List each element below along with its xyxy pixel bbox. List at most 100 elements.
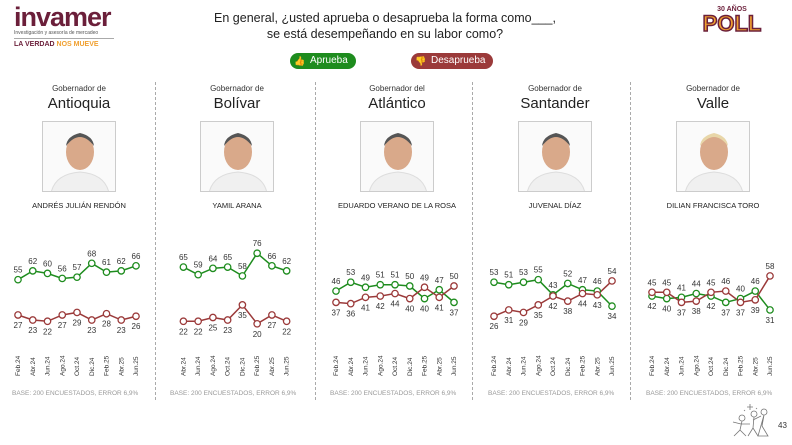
governor-name: DILIAN FRANCISCA TORO <box>666 201 760 210</box>
x-tick-label: Abr.24 <box>180 357 187 376</box>
disapprove-data-label: 22 <box>282 327 291 336</box>
disapprove-point <box>405 294 414 303</box>
disapprove-point <box>563 297 572 305</box>
x-tick-label: Feb.25 <box>104 355 111 376</box>
approve-data-label: 64 <box>208 254 217 263</box>
disapprove-point <box>253 319 262 328</box>
base-note: BASE: 200 ENCUESTADOS, ERROR 6,9% <box>12 390 139 397</box>
x-tick-label: Abr.25 <box>594 357 601 376</box>
x-tick-label: Feb.25 <box>422 355 429 376</box>
approve-data-label: 37 <box>450 308 459 317</box>
thumbs-up-icon: 👍 <box>294 56 306 66</box>
disapprove-point <box>662 288 671 297</box>
approve-data-label: 31 <box>766 316 775 325</box>
approve-data-label: 53 <box>490 268 499 277</box>
region-name: Santander <box>520 95 590 112</box>
x-tick-label: Feb.24 <box>333 355 340 376</box>
thumbs-down-icon: 👎 <box>415 56 427 66</box>
disapprove-data-label: 22 <box>194 327 203 336</box>
x-tick-label: Ago.24 <box>377 355 384 376</box>
approve-point <box>376 280 385 289</box>
disapprove-point <box>73 308 81 317</box>
legend-disapprove-label: Desaprueba <box>431 55 486 66</box>
disapprove-point <box>420 283 429 292</box>
x-tick-label: Ago.24 <box>693 355 700 376</box>
approval-line-chart: 42 40 41 44 42 37 40 46 31 45 45 37 38 45 46 37 39 58 Feb.… <box>646 262 775 397</box>
region-name: Antioquia <box>47 95 111 112</box>
governor-panel-bolívar: Gobernador de Bolívar YAMIL ARANA 65 59 64 6… <box>158 80 316 400</box>
panel-divider <box>472 82 473 400</box>
governor-prefix: Gobernador de <box>210 84 264 93</box>
disapprove-point <box>677 298 686 307</box>
disapprove-data-label: 39 <box>751 306 760 315</box>
legend-approve: 👍 Aprueba <box>290 53 356 69</box>
approve-point <box>73 273 81 282</box>
approve-data-label: 76 <box>253 239 262 248</box>
disapprove-point <box>578 289 587 298</box>
x-tick-label: Dic.24 <box>239 357 246 376</box>
disapprove-point <box>450 282 458 290</box>
disapprove-point <box>223 316 232 324</box>
disapprove-point <box>593 290 602 299</box>
approve-point <box>721 298 730 307</box>
base-note: BASE: 200 ENCUESTADOS, ERROR 6,9% <box>646 390 773 397</box>
disapprove-point <box>87 316 96 324</box>
disapprove-data-label: 58 <box>766 262 775 271</box>
panel-divider <box>155 82 156 400</box>
disapprove-data-label: 28 <box>102 320 111 329</box>
approve-data-label: 62 <box>28 257 37 266</box>
disapprove-point <box>751 296 760 304</box>
approve-data-label: 34 <box>608 312 617 321</box>
disapprove-data-label: 37 <box>332 308 341 317</box>
approve-point <box>238 272 247 280</box>
disapprove-data-label: 29 <box>73 318 82 327</box>
approve-data-label: 41 <box>677 283 686 292</box>
approve-point <box>223 263 232 271</box>
approve-point <box>132 261 140 270</box>
region-name: Valle <box>696 95 730 112</box>
x-tick-label: Jun.24 <box>45 356 52 376</box>
x-tick-label: Jun.25 <box>767 356 774 376</box>
disapprove-data-label: 36 <box>346 310 355 319</box>
disapprove-point <box>132 312 140 321</box>
approve-point <box>117 267 126 275</box>
approve-point <box>253 249 262 258</box>
disapprove-point <box>117 316 126 324</box>
approve-point <box>179 263 188 271</box>
approve-data-label: 50 <box>405 272 414 281</box>
disapprove-data-label: 42 <box>549 302 558 311</box>
approve-point <box>662 294 671 303</box>
x-tick-label: Jun.25 <box>451 356 458 376</box>
disapprove-point <box>58 311 67 319</box>
x-tick-label: Jun.25 <box>133 356 140 376</box>
logo-brand: invamer <box>14 2 112 32</box>
approve-data-label: 46 <box>751 277 760 286</box>
approve-point <box>391 280 399 289</box>
disapprove-data-label: 23 <box>223 326 232 335</box>
x-tick-label: Jun.24 <box>521 356 528 376</box>
x-tick-label: Abr.25 <box>752 357 759 376</box>
x-tick-label: Ago.24 <box>59 355 66 376</box>
disapprove-point <box>608 277 616 285</box>
tagline-a: LA VERDAD <box>14 41 55 48</box>
x-tick-label: Jun.24 <box>679 356 686 376</box>
disapprove-point <box>549 292 557 300</box>
question-line-1: En general, ¿usted aprueba o desaprueba … <box>214 11 556 25</box>
x-tick-label: Abr.24 <box>506 357 513 376</box>
disapprove-data-label: 37 <box>677 308 686 317</box>
disapprove-data-label: 42 <box>376 302 385 311</box>
approve-data-label: 62 <box>282 257 291 266</box>
approve-point <box>194 270 203 279</box>
disapprove-data-label: 22 <box>43 327 52 336</box>
disapprove-data-label: 26 <box>490 322 499 331</box>
poll-word: POLL <box>702 11 762 36</box>
x-tick-label: Feb.24 <box>491 355 498 376</box>
disapprove-data-label: 54 <box>608 267 617 276</box>
disapprove-point <box>721 287 730 295</box>
governor-name: EDUARDO VERANO DE LA ROSA <box>338 201 456 210</box>
approve-point <box>751 287 760 295</box>
x-tick-label: Jun.24 <box>195 356 202 376</box>
x-tick-label: Abr.24 <box>664 357 671 376</box>
governor-prefix: Gobernador de <box>528 84 582 93</box>
disapprove-data-label: 45 <box>707 278 716 287</box>
